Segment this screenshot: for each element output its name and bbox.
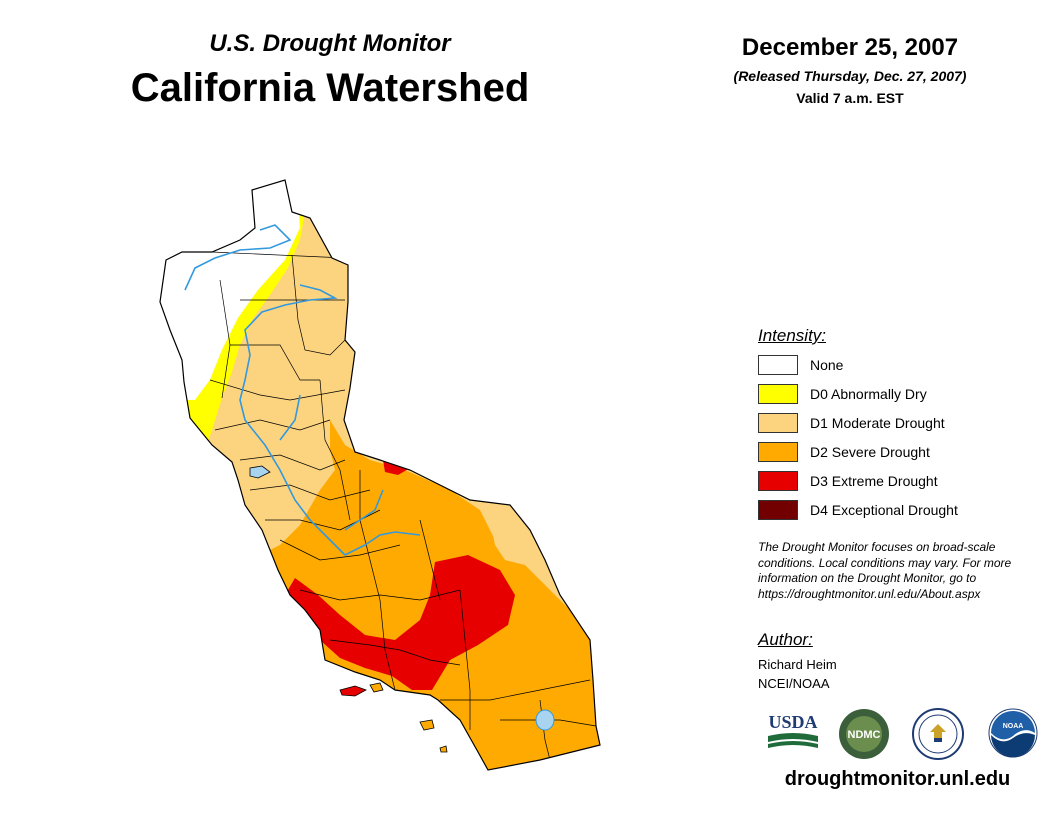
d0-area [180, 200, 305, 450]
usda-logo: USDA [768, 712, 818, 748]
lake-salton [535, 709, 555, 731]
commerce-seal-logo [912, 708, 964, 760]
legend-heading: Intensity: [758, 326, 827, 345]
bay [249, 465, 271, 479]
valid-time: Valid 7 a.m. EST [796, 90, 904, 106]
usda-logo-text: USDA [768, 712, 817, 732]
map-subtitle: U.S. Drought Monitor [209, 30, 451, 57]
legend-item-none: None [758, 354, 843, 376]
legend-swatch-d0 [758, 384, 798, 404]
legend-item-d2: D2 Severe Drought [758, 441, 930, 463]
legend-item-d0: D0 Abnormally Dry [758, 383, 927, 405]
disclaimer-note: The Drought Monitor focuses on broad-sca… [758, 540, 1048, 602]
release-date: (Released Thursday, Dec. 27, 2007) [733, 68, 967, 84]
note-line-3: information on the Drought Monitor, go t… [758, 571, 977, 585]
legend-label-none: None [810, 357, 844, 373]
legend-item-d3: D3 Extreme Drought [758, 470, 938, 492]
note-line-2: conditions. Local conditions may vary. F… [758, 555, 1012, 570]
map-date: December 25, 2007 [741, 34, 959, 61]
legend-label-d0: D0 Abnormally Dry [810, 386, 927, 402]
ndmc-logo: NDMC [839, 709, 889, 759]
d1-area-southeast [492, 508, 530, 565]
drought-map [159, 179, 601, 771]
noaa-logo: NOAA [988, 708, 1038, 758]
legend-label-d2: D2 Severe Drought [810, 444, 930, 460]
island-1 [339, 685, 367, 697]
island-2 [369, 682, 384, 693]
legend-swatch-d3 [758, 471, 798, 491]
map-title: California Watershed [130, 66, 530, 110]
d3-area-central [285, 555, 515, 690]
legend-swatch-d1 [758, 413, 798, 433]
island-3 [419, 719, 435, 731]
legend-swatch-d4 [758, 500, 798, 520]
legend-label-d3: D3 Extreme Drought [810, 473, 938, 489]
noaa-logo-text: NOAA [1003, 723, 1024, 730]
island-4 [439, 745, 448, 753]
legend-swatch-d2 [758, 442, 798, 462]
legend-item-d4: D4 Exceptional Drought [758, 499, 958, 521]
legend-label-d4: D4 Exceptional Drought [810, 502, 958, 518]
watershed-border [159, 179, 601, 771]
legend-swatch-none [758, 355, 798, 375]
ndmc-logo-text: NDMC [848, 729, 881, 741]
rivers [184, 224, 421, 556]
legend-item-d1: D1 Moderate Drought [758, 412, 945, 434]
footer-url-link[interactable]: droughtmonitor.unl.edu [784, 768, 1011, 790]
legend-label-d1: D1 Moderate Drought [810, 415, 945, 431]
note-link[interactable]: https://droughtmonitor.unl.edu/About.asp… [758, 586, 981, 601]
author-org: NCEI/NOAA [758, 676, 830, 691]
note-line-1: The Drought Monitor focuses on broad-sca… [758, 540, 996, 554]
author-name: Richard Heim [758, 657, 837, 672]
author-heading: Author: [758, 630, 813, 649]
